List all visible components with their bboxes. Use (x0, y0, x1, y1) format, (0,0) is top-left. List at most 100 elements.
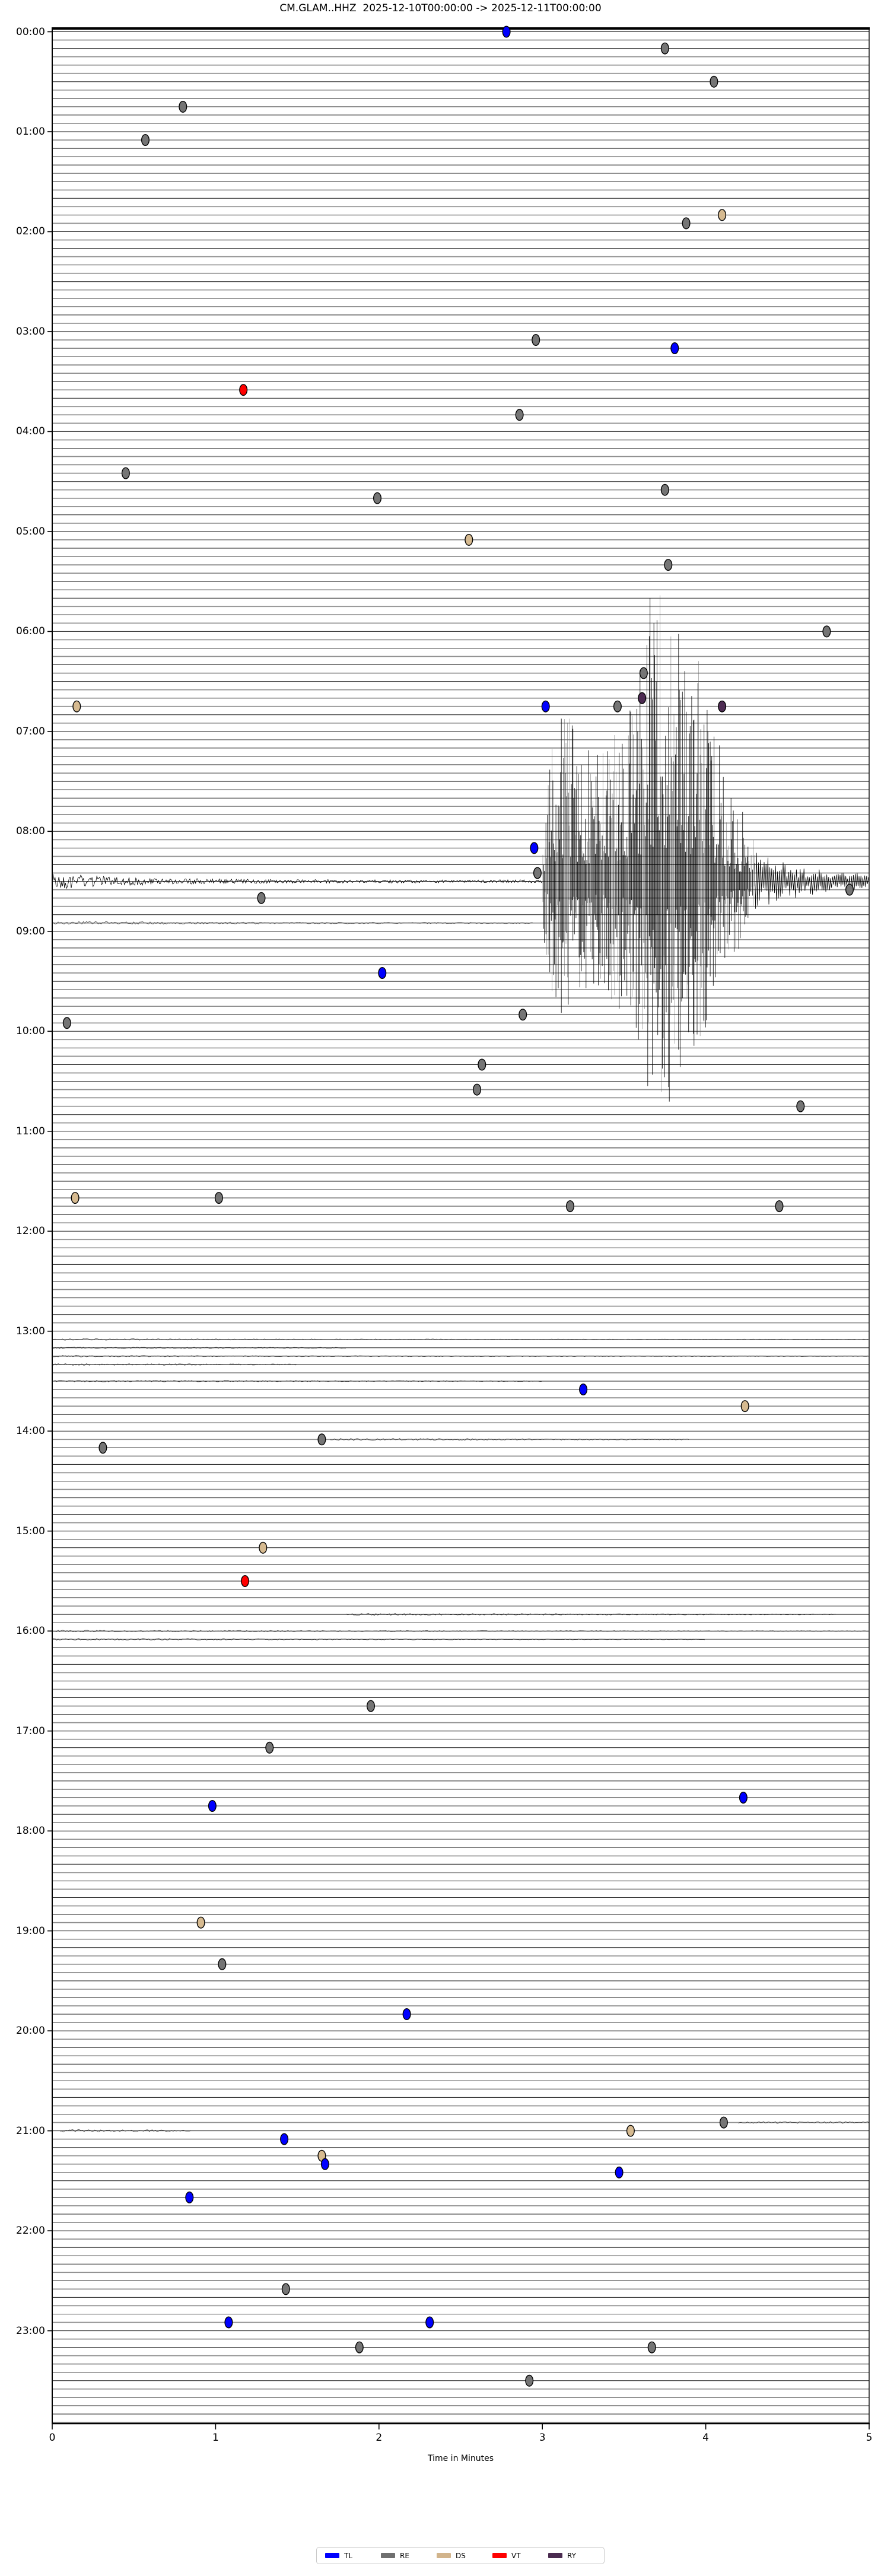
x-tick-label: 1 (212, 2432, 219, 2444)
event-marker-RE (218, 1958, 227, 1970)
noise-band (738, 2121, 869, 2124)
event-marker-RE (533, 867, 542, 879)
event-marker-VT (239, 384, 248, 396)
y-tick-label: 22:00 (16, 2225, 45, 2237)
legend-swatch-RE (381, 2553, 395, 2558)
noise-band (346, 1613, 836, 1616)
event-marker-RE (355, 2341, 364, 2354)
event-marker-RE (822, 625, 831, 638)
event-marker-RE (373, 492, 382, 504)
legend-label: VT (511, 2551, 521, 2560)
legend-swatch-RY (548, 2553, 562, 2558)
event-marker-RE (660, 484, 669, 496)
event-marker-DS (196, 1916, 205, 1929)
y-tick-label: 03:00 (16, 325, 45, 338)
legend-label: TL (344, 2551, 353, 2560)
event-marker-RE (281, 2283, 290, 2295)
event-marker-RE (796, 1100, 805, 1112)
y-tick-label: 19:00 (16, 1925, 45, 1937)
event-coda (754, 853, 869, 909)
noise-band (52, 921, 533, 925)
event-marker-DS (259, 1541, 268, 1554)
event-marker-TL (615, 2166, 624, 2179)
y-tick-label: 02:00 (16, 225, 45, 238)
x-tick-label: 5 (866, 2432, 873, 2444)
event-marker-TL (378, 966, 387, 979)
event-marker-TL (739, 1791, 748, 1804)
event-marker-DS (740, 1400, 749, 1413)
event-marker-RE (473, 1083, 482, 1096)
x-tick-label: 0 (49, 2432, 56, 2444)
event-marker-TL (425, 2316, 434, 2329)
legend-item-VT: VT (492, 2552, 548, 2560)
legend-item-DS: DS (437, 2552, 492, 2560)
event-marker-RY (638, 692, 647, 704)
event-marker-TL (224, 2316, 233, 2329)
y-tick-label: 18:00 (16, 1825, 45, 1837)
event-marker-TL (208, 1799, 217, 1812)
legend-label: RE (400, 2551, 409, 2560)
x-axis-label: Time in Minutes (427, 2454, 494, 2463)
noise-band (52, 1363, 297, 1366)
noise-band (60, 2129, 191, 2133)
x-tick-label: 4 (702, 2432, 709, 2444)
y-tick-label: 05:00 (16, 525, 45, 538)
event-marker-TL (670, 342, 679, 355)
noise-band (52, 1630, 868, 1633)
y-tick-label: 14:00 (16, 1425, 45, 1438)
event-marker-RE (647, 2341, 656, 2354)
y-tick-label: 20:00 (16, 2025, 45, 2037)
event-marker-RE (179, 100, 187, 113)
noise-band (52, 1380, 542, 1382)
event-marker-VT (241, 1575, 250, 1587)
event-marker-RE (519, 1009, 527, 1021)
legend-label: RY (567, 2551, 576, 2560)
event-marker-DS (718, 209, 727, 221)
y-tick-label: 17:00 (16, 1725, 45, 1737)
event-marker-RE (317, 1433, 326, 1446)
figure-title: CM.GLAM..HHZ 2025-12-10T00:00:00 -> 2025… (279, 2, 602, 14)
event-marker-RE (682, 217, 691, 230)
event-marker-TL (320, 2158, 329, 2170)
legend-swatch-TL (325, 2553, 339, 2558)
event-marker-RE (532, 334, 540, 346)
event-marker-RE (257, 892, 266, 904)
y-tick-label: 04:00 (16, 425, 45, 438)
noise-band (52, 1355, 869, 1357)
x-tick-label: 2 (376, 2432, 383, 2444)
legend-item-RY: RY (548, 2552, 604, 2560)
x-tick-label: 3 (539, 2432, 546, 2444)
y-tick-label: 16:00 (16, 1625, 45, 1637)
event-marker-RE (775, 1200, 784, 1213)
legend-item-RE: RE (381, 2552, 437, 2560)
event-marker-TL (502, 26, 511, 38)
y-tick-label: 09:00 (16, 925, 45, 937)
legend: TL RE DS VT RY (316, 2547, 605, 2564)
event-marker-TL (579, 1383, 588, 1395)
event-marker-TL (530, 842, 539, 854)
event-marker-RE (710, 75, 718, 88)
event-marker-RE (214, 1192, 223, 1204)
event-marker-RY (718, 700, 727, 713)
event-marker-RE (719, 2116, 728, 2129)
event-marker-DS (71, 1192, 79, 1204)
event-marker-TL (185, 2191, 194, 2203)
event-marker-TL (541, 700, 550, 713)
event-marker-RE (515, 409, 524, 421)
event-marker-RE (141, 133, 150, 146)
y-tick-label: 10:00 (16, 1025, 45, 1038)
legend-label: DS (456, 2551, 466, 2560)
noise-band (52, 1338, 869, 1341)
legend-swatch-DS (437, 2553, 451, 2558)
y-tick-label: 23:00 (16, 2324, 45, 2337)
event-marker-RE (525, 2374, 534, 2387)
event-marker-RE (265, 1741, 274, 1754)
y-tick-label: 08:00 (16, 825, 45, 838)
event-marker-RE (478, 1058, 486, 1071)
event-marker-RE (566, 1200, 575, 1213)
y-tick-label: 06:00 (16, 625, 45, 638)
event-marker-RE (98, 1442, 107, 1454)
event-marker-TL (280, 2133, 289, 2145)
